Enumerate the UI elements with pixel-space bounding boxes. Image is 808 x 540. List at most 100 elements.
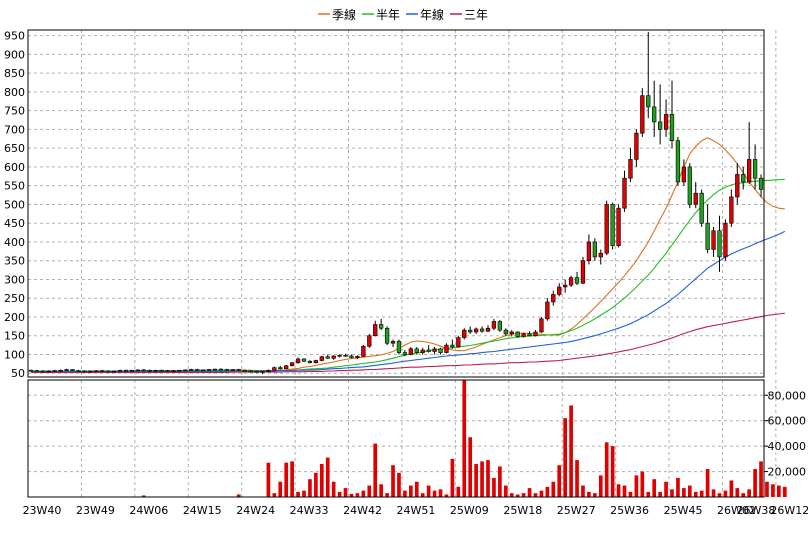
- candle-body: [527, 333, 532, 337]
- price-tick-label: 200: [4, 311, 25, 324]
- volume-bar: [652, 479, 657, 497]
- volume-bar: [717, 493, 722, 497]
- candle-body: [272, 367, 277, 371]
- x-tick-label: 24W33: [290, 504, 329, 517]
- volume-tick-label: 80,000: [768, 389, 807, 402]
- x-tick-label: 26W38: [737, 504, 776, 517]
- candle-body: [325, 356, 330, 359]
- candle-body: [551, 294, 556, 303]
- price-tick-label: 800: [4, 86, 25, 99]
- candle-body: [284, 365, 289, 370]
- volume-bar: [598, 475, 603, 497]
- volume-bar: [759, 461, 763, 497]
- candle-body: [70, 369, 75, 371]
- candle-body: [681, 166, 687, 183]
- volume-bar: [587, 491, 591, 497]
- candle-body: [432, 348, 437, 352]
- candle-body: [640, 95, 645, 134]
- candle-body: [563, 284, 568, 288]
- x-tick-label: 26W12: [770, 504, 808, 517]
- volume-bar: [527, 488, 532, 497]
- volume-bar: [782, 486, 787, 497]
- ma-line-2: [31, 230, 786, 372]
- volume-bar: [343, 488, 348, 497]
- candle-body: [420, 349, 425, 353]
- candle-body: [123, 369, 129, 372]
- candle-body: [735, 174, 740, 198]
- volume-bar: [676, 477, 680, 497]
- volume-bar: [468, 437, 473, 497]
- candle-body: [117, 369, 123, 372]
- candle-body: [248, 370, 253, 373]
- volume-bar: [367, 485, 372, 497]
- volume-bar: [551, 481, 556, 497]
- volume-tick-label: 20,000: [768, 466, 807, 479]
- candle-body: [741, 174, 746, 183]
- candle-body: [426, 349, 431, 352]
- candle-body: [515, 331, 520, 337]
- volume-bar: [670, 489, 674, 497]
- price-tick-label: 850: [4, 67, 25, 80]
- legend-label-0: 季線: [332, 7, 356, 22]
- price-tick-label: 500: [4, 198, 25, 211]
- candle-body: [438, 348, 443, 353]
- candle-body: [343, 354, 348, 357]
- volume-bar: [302, 490, 306, 497]
- candle-body: [444, 344, 449, 353]
- price-tick-label: 550: [4, 180, 25, 193]
- candle-body: [384, 327, 390, 344]
- volume-bar: [278, 481, 283, 497]
- volume-bar: [373, 443, 378, 497]
- volume-bar: [539, 490, 544, 497]
- candle-body: [266, 369, 271, 372]
- volume-bar: [747, 489, 752, 497]
- x-tick-label: 25W27: [557, 504, 596, 517]
- candle-body: [349, 355, 354, 358]
- volume-bar: [420, 493, 425, 497]
- volume-bar: [557, 465, 562, 497]
- candle-body: [592, 241, 597, 258]
- x-tick-label: 24W15: [183, 504, 222, 517]
- volume-bar: [141, 495, 146, 497]
- volume-panel: [29, 380, 787, 498]
- candle-body: [177, 369, 182, 372]
- candle-body: [497, 321, 503, 331]
- volume-bar: [456, 486, 461, 497]
- volume-bar: [414, 481, 419, 497]
- legend-label-1: 半年: [376, 8, 400, 22]
- volume-bar: [729, 480, 734, 497]
- candle-body: [675, 140, 681, 183]
- candle-body: [568, 277, 574, 286]
- candle-body: [580, 260, 586, 284]
- volume-panel-frame: [27, 379, 765, 498]
- candle-body: [574, 277, 580, 284]
- x-tick-label: 26W02: [717, 504, 756, 517]
- candle-body: [94, 370, 99, 372]
- candle-body: [521, 333, 526, 337]
- volume-bar: [408, 485, 413, 497]
- candle-body: [628, 159, 633, 179]
- volume-bar: [610, 446, 615, 497]
- candle-body: [183, 369, 188, 372]
- price-tick-label: 50: [11, 367, 25, 380]
- candle-body: [301, 358, 307, 362]
- volume-bar: [693, 491, 698, 497]
- candle-body: [147, 369, 152, 372]
- volume-bar: [290, 461, 294, 497]
- chart-legend: 季線 半年 年線 三年: [318, 7, 488, 22]
- volume-bar: [521, 493, 526, 497]
- x-tick-label: 24W42: [343, 504, 382, 517]
- volume-bar: [284, 462, 289, 497]
- volume-bar: [314, 472, 318, 497]
- candle-body: [586, 241, 592, 262]
- volume-bar: [646, 491, 651, 497]
- candle-body: [159, 369, 164, 372]
- volume-bar: [616, 484, 621, 497]
- candle-body: [313, 360, 319, 364]
- candle-body: [598, 252, 603, 258]
- volume-tick-label: 40,000: [768, 440, 807, 453]
- x-tick-label: 23W49: [76, 504, 115, 517]
- candle-body: [337, 354, 342, 357]
- price-tick-label: 950: [4, 30, 25, 43]
- candle-body: [88, 370, 93, 373]
